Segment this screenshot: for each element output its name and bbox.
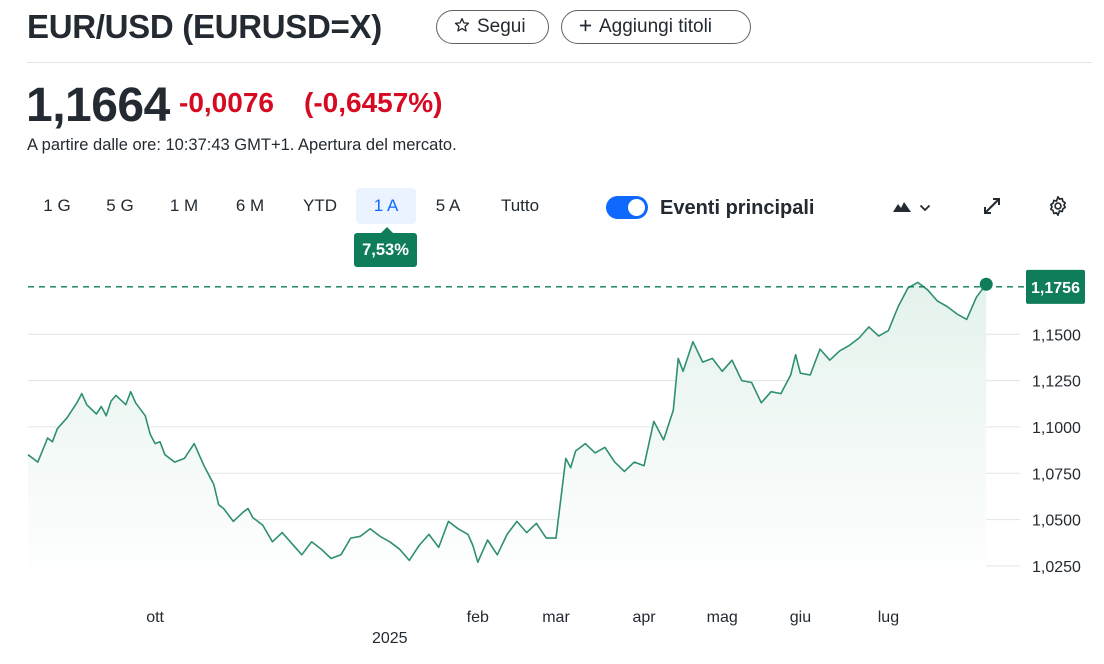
follow-button[interactable]: Segui — [436, 10, 549, 44]
range-all-button[interactable]: Tutto — [500, 196, 540, 215]
y-tick-label: 1,1000 — [1032, 420, 1081, 437]
x-tick-label: feb — [467, 609, 489, 626]
chart-type-menu[interactable] — [892, 196, 936, 220]
range-5y-button[interactable]: 5 A — [435, 196, 461, 215]
x-tick-label: apr — [632, 609, 656, 626]
market-time-note: A partire dalle ore: 10:37:43 GMT+1. Ape… — [27, 136, 457, 154]
last-price-label: 1,1756 — [1031, 280, 1080, 297]
chart-line — [27, 281, 987, 563]
price-change-percent: (-0,6457%) — [304, 87, 443, 118]
chart-area — [28, 282, 987, 585]
y-tick-label: 1,1500 — [1032, 327, 1081, 344]
mountain-chart-icon — [892, 199, 912, 218]
gear-icon — [1047, 195, 1069, 222]
follow-label: Segui — [477, 16, 526, 37]
key-events-toggle[interactable] — [606, 196, 648, 219]
range-ytd-button[interactable]: YTD — [303, 196, 337, 215]
last-price-marker: 1,1756 — [28, 269, 1085, 304]
range-1d-button[interactable]: 1 G — [43, 196, 71, 215]
current-price: 1,1664 — [26, 79, 170, 132]
price-area — [28, 282, 987, 585]
y-tick-label: 1,0750 — [1032, 466, 1081, 483]
chart-settings-button[interactable] — [1047, 195, 1071, 222]
page-title: EUR/USD (EURUSD=X) — [27, 8, 382, 45]
x-tick-label: 2025 — [372, 630, 408, 647]
y-axis-labels: 1,0250 1,0500 1,0750 1,1000 1,1250 1,1500 — [1032, 327, 1081, 576]
x-axis-labels: ott 2025 feb mar apr mag giu lug — [146, 609, 899, 647]
price-line — [27, 281, 987, 563]
y-tick-label: 1,0250 — [1032, 559, 1081, 576]
add-symbols-button[interactable]: Aggiungi titoli — [561, 10, 751, 44]
last-price-dot — [979, 277, 993, 291]
header-divider — [27, 62, 1092, 63]
x-tick-label: mar — [542, 609, 570, 626]
price-change: -0,0076 — [179, 87, 274, 118]
add-symbols-label: Aggiungi titoli — [599, 16, 713, 37]
star-icon — [454, 17, 470, 38]
expand-icon — [982, 196, 1002, 221]
range-6m-button[interactable]: 6 M — [235, 196, 265, 215]
plus-icon — [579, 17, 592, 37]
toggle-knob — [628, 199, 645, 216]
expand-chart-button[interactable] — [982, 196, 1004, 220]
x-tick-label: lug — [878, 609, 899, 626]
range-1m-button[interactable]: 1 M — [169, 196, 199, 215]
y-tick-label: 1,0500 — [1032, 513, 1081, 530]
range-1y-button[interactable]: 1 A — [356, 188, 416, 224]
range-5d-button[interactable]: 5 G — [106, 196, 134, 215]
x-tick-label: ott — [146, 609, 164, 626]
key-events-label: Eventi principali — [660, 197, 815, 219]
x-tick-label: giu — [790, 609, 811, 626]
price-chart[interactable]: 1,0250 1,0500 1,0750 1,1000 1,1250 1,1500 ott… — [0, 240, 1104, 660]
last-price-badge — [1026, 269, 1085, 304]
chevron-down-icon — [919, 199, 931, 217]
y-tick-label: 1,1250 — [1032, 374, 1081, 391]
range-change-badge: 7,53% — [354, 227, 417, 267]
x-tick-label: mag — [707, 609, 738, 626]
